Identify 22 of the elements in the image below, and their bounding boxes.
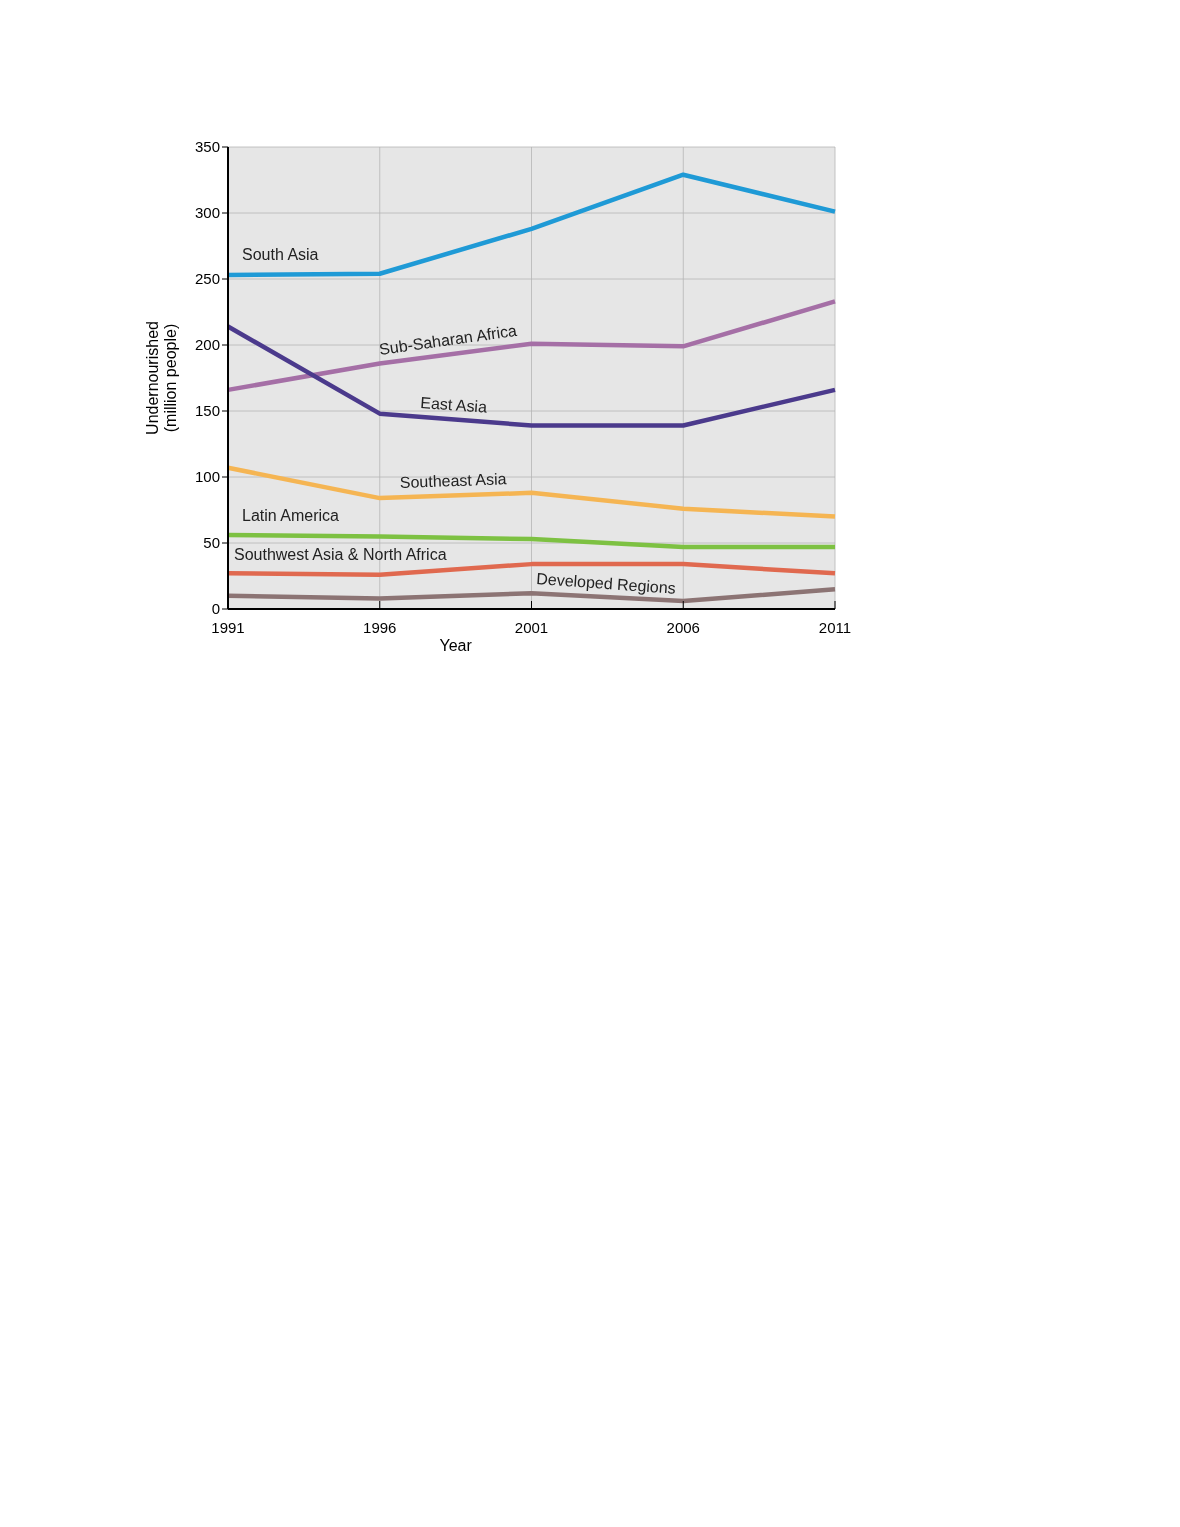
y-tick-label: 100	[194, 468, 220, 486]
series-label: Developed Regions	[535, 570, 677, 597]
y-tick-label: 200	[194, 336, 220, 354]
text: Sub-Saharan Africa	[378, 321, 518, 358]
y-tick-label: 50	[203, 534, 220, 552]
y-tick-label: 0	[211, 600, 220, 618]
x-tick-label: 1996	[363, 619, 397, 636]
x-axis-title: Year	[439, 637, 473, 654]
series-label: South Asia	[242, 246, 319, 263]
y-axis-title: Undernourished (million people)	[144, 321, 179, 435]
series-label: Latin America	[242, 507, 340, 524]
y-tick-label: 250	[194, 270, 220, 288]
y-tick-label: 300	[194, 204, 220, 222]
x-tick-label: 2006	[666, 619, 700, 636]
series-label: Southeast Asia	[399, 470, 507, 491]
series-label: Southwest Asia & North Africa	[234, 546, 447, 563]
x-tick-label: 1991	[211, 619, 245, 636]
x-tick-label: 2011	[818, 619, 852, 636]
y-tick-label: 150	[194, 402, 220, 420]
x-tick-label: 2001	[514, 619, 549, 636]
series-label: East Asia	[419, 394, 488, 416]
y-tick-label: 350	[194, 138, 220, 156]
